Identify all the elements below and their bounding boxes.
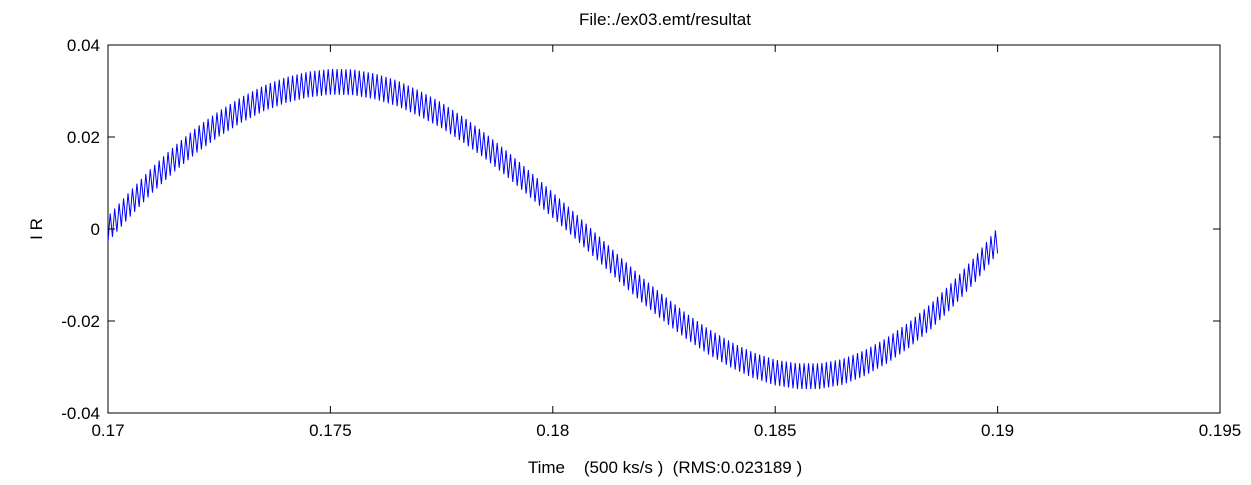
y-tick-label: 0 <box>91 220 100 239</box>
chart-title: File:./ex03.emt/resultat <box>579 10 751 29</box>
y-tick-label: 0.02 <box>67 128 100 147</box>
x-axis-label: Time (500 ks/s ) (RMS:0.023189 ) <box>528 458 802 477</box>
y-tick-label: -0.02 <box>61 312 100 331</box>
y-tick-label: -0.04 <box>61 404 100 423</box>
current-series-line <box>107 68 999 390</box>
x-tick-label: 0.18 <box>536 421 569 440</box>
x-tick-label: 0.17 <box>91 421 124 440</box>
x-tick-label: 0.175 <box>309 421 352 440</box>
axes-box <box>107 44 1221 414</box>
x-tick-label: 0.185 <box>754 421 797 440</box>
y-axis-label: I R <box>27 218 46 240</box>
x-tick-label: 0.195 <box>1199 421 1242 440</box>
x-axis-ticks: 0.17 0.175 0.18 0.185 0.19 0.195 <box>91 45 1241 440</box>
y-axis-ticks: 0.04 0.02 0 -0.02 -0.04 <box>61 36 1220 423</box>
plot-area <box>107 44 1221 414</box>
x-tick-label: 0.19 <box>981 421 1014 440</box>
y-tick-label: 0.04 <box>67 36 100 55</box>
